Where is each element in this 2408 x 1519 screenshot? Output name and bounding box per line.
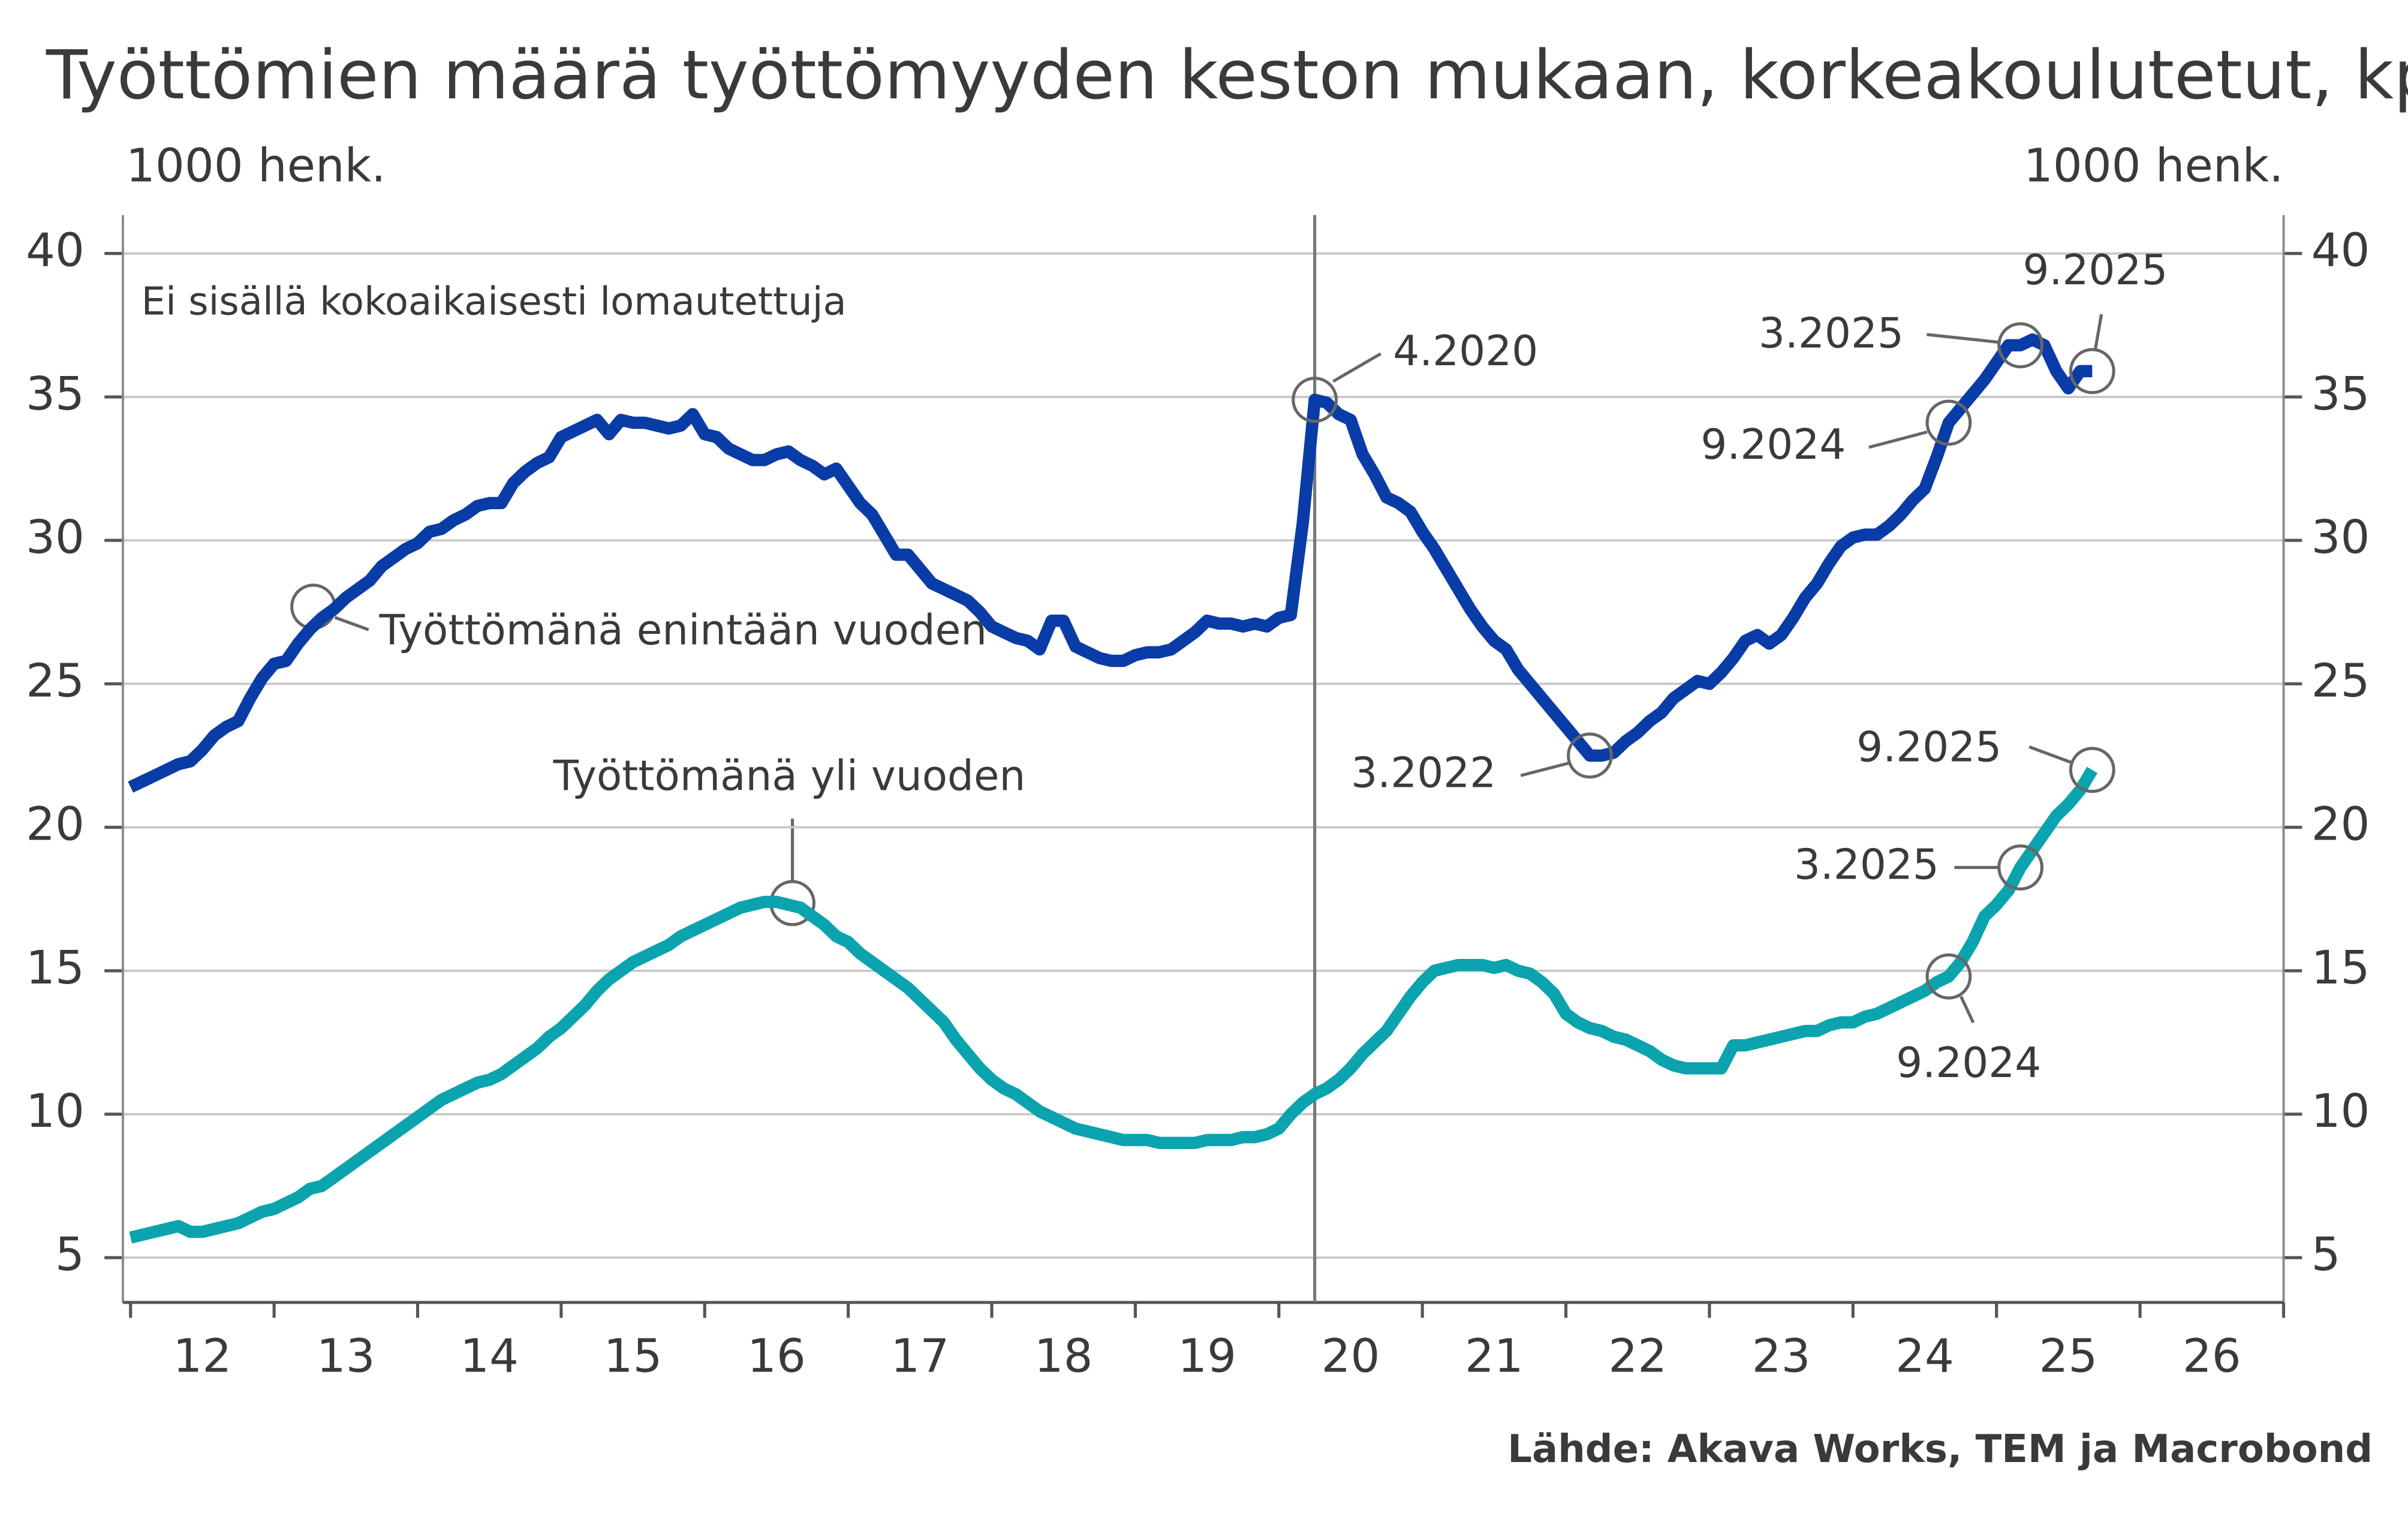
y-tick-label: 30 [26, 511, 85, 564]
y2-tick-label: 20 [2311, 798, 2370, 852]
series-line [129, 766, 2098, 1244]
y-tick-label: 35 [26, 368, 85, 421]
annotation-circle [2069, 348, 2115, 395]
series-label-1: Työttömänä yli vuoden [553, 753, 1026, 927]
series-label-0: Työttömänä enintään vuoden [290, 583, 987, 654]
series-line [128, 333, 2093, 793]
chart-title: Työttömien määrä työttömyyden keston muk… [46, 35, 2408, 115]
annotation: 4.2020 [1292, 327, 1538, 423]
annotation-label: 9.2024 [1896, 1039, 2041, 1087]
series-label: Työttömänä enintään vuoden [379, 606, 987, 654]
y-tick-label: 15 [26, 942, 85, 995]
y2-tick-label: 30 [2311, 511, 2370, 564]
x-tick-label: 18 [1034, 1330, 1093, 1383]
leader-line [2028, 745, 2072, 764]
x-tick-label: 17 [890, 1330, 949, 1383]
x-tick-label: 24 [1895, 1330, 1954, 1383]
y2-tick-label: 15 [2311, 942, 2370, 995]
annotation: 9.2024 [1896, 953, 2041, 1087]
annotation-label: 3.2025 [1794, 841, 1939, 889]
annotation-circle [1997, 322, 2044, 369]
leader-line [1927, 333, 2000, 344]
annotation: 3.2025 [1759, 309, 2044, 369]
y-tick-label: 40 [26, 224, 85, 278]
y2-tick-label: 5 [2311, 1228, 2341, 1282]
annotation-label: 9.2025 [2022, 246, 2168, 294]
annotation-circle [1292, 377, 1338, 423]
x-tick-label: 12 [173, 1330, 232, 1383]
source: Lähde: Akava Works, TEM ja Macrobond [1507, 1427, 2373, 1472]
leader-line [2093, 314, 2103, 350]
y2-tick-label: 10 [2311, 1085, 2370, 1138]
x-tick-label: 23 [1752, 1330, 1811, 1383]
annotation-label: 9.2024 [1700, 421, 1846, 469]
annotation-circle [1567, 732, 1613, 779]
x-tick-label: 21 [1465, 1330, 1524, 1383]
leader-line [1332, 352, 1382, 383]
x-tick-label: 14 [460, 1330, 519, 1383]
y-tick-label: 5 [55, 1228, 85, 1282]
leader-line [334, 616, 369, 631]
annotation-label: 3.2025 [1759, 309, 1904, 357]
annotation: 9.2024 [1700, 399, 1972, 469]
annotation: 3.2022 [1351, 732, 1613, 797]
annotation: 9.2025 [1856, 724, 2115, 793]
y2-tick-label: 40 [2311, 224, 2370, 278]
annotation-circle [1925, 399, 1972, 446]
x-tick-label: 13 [317, 1330, 375, 1383]
annotation-circle [2069, 747, 2115, 793]
note: Ei sisällä kokoaikaisesti lomautettuja [142, 280, 847, 324]
x-tick-label: 19 [1178, 1330, 1236, 1383]
y-tick-label: 20 [26, 798, 85, 852]
leader-line [1520, 762, 1569, 777]
leader-line [1959, 995, 1975, 1024]
annotation-label: 4.2020 [1393, 327, 1538, 375]
annotation-label: 9.2025 [1856, 724, 2001, 772]
annotation: 3.2025 [1794, 841, 2044, 891]
x-tick-label: 20 [1322, 1330, 1380, 1383]
x-tick-label: 15 [604, 1330, 663, 1383]
leader-line [1868, 430, 1928, 449]
annotation-label: 3.2022 [1351, 749, 1496, 797]
y-tick-label: 10 [26, 1085, 85, 1138]
x-tick-label: 22 [1608, 1330, 1667, 1383]
annotation: 9.2025 [2022, 246, 2168, 395]
y2-tick-label: 35 [2311, 368, 2370, 421]
x-tick-label: 26 [2183, 1330, 2241, 1383]
y-tick-label: 25 [26, 654, 85, 708]
annotation-circle [1925, 953, 1972, 1000]
y2-axis-label: 1000 henk. [2024, 140, 2284, 193]
y2-tick-label: 25 [2311, 654, 2370, 708]
x-tick-label: 25 [2039, 1330, 2098, 1383]
x-tick-label: 16 [747, 1330, 806, 1383]
y-axis-label: 1000 henk. [126, 140, 386, 193]
series-label: Työttömänä yli vuoden [553, 753, 1026, 801]
